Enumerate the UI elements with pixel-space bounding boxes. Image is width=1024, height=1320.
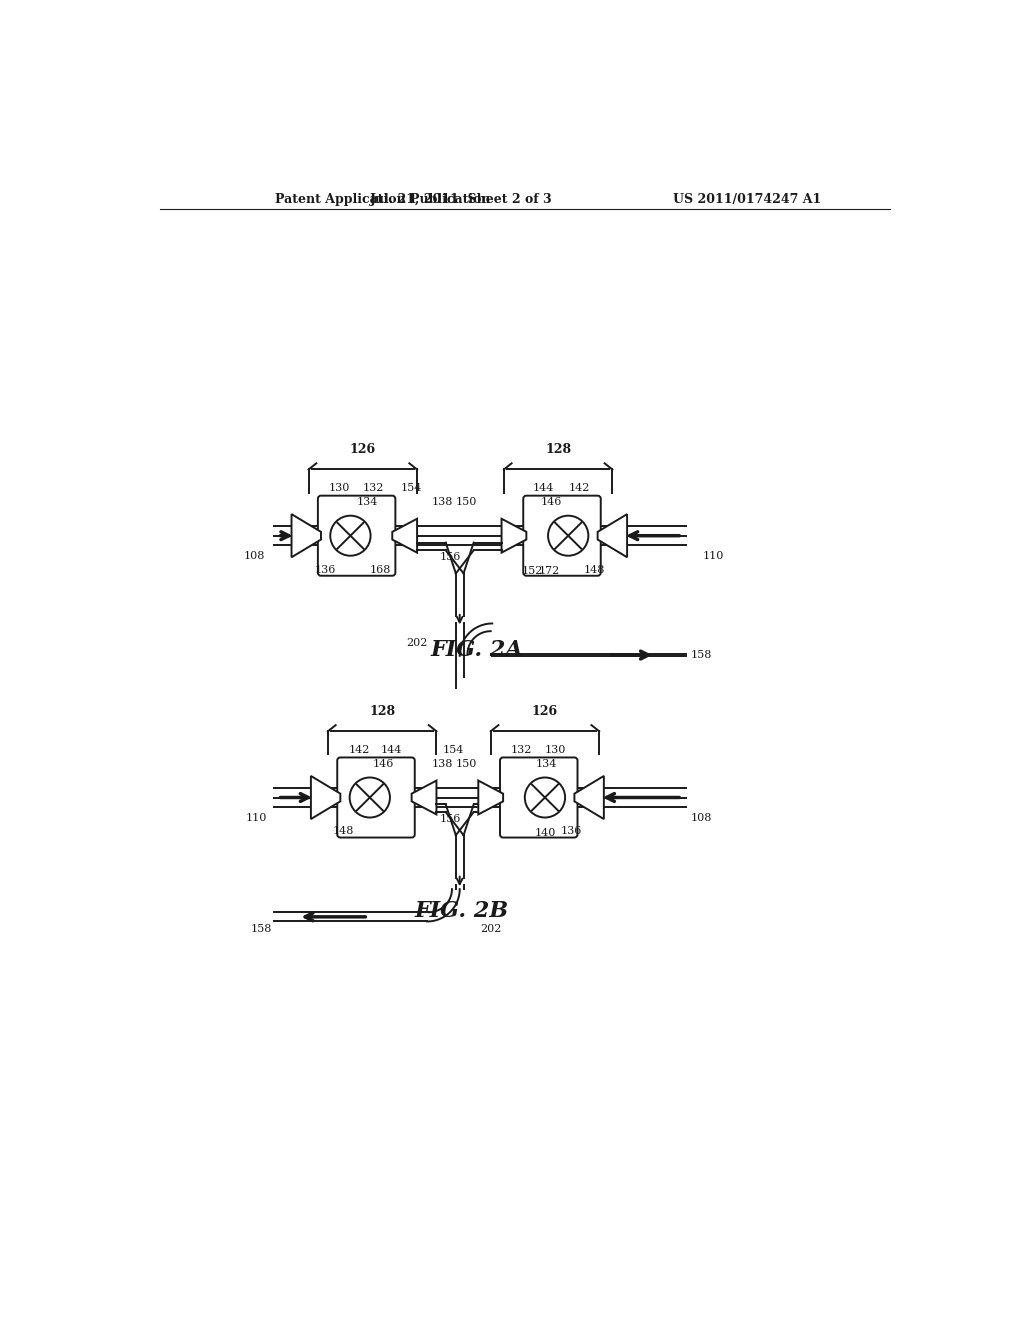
Circle shape <box>331 516 371 556</box>
Text: 144: 144 <box>381 744 402 755</box>
Text: 150: 150 <box>456 496 476 507</box>
Text: 134: 134 <box>536 759 557 768</box>
Text: 134: 134 <box>356 496 378 507</box>
Text: 136: 136 <box>560 826 582 837</box>
Text: 136: 136 <box>315 565 336 574</box>
Polygon shape <box>598 515 627 557</box>
Text: Jul. 21, 2011  Sheet 2 of 3: Jul. 21, 2011 Sheet 2 of 3 <box>370 193 553 206</box>
Text: 168: 168 <box>370 565 390 574</box>
Text: 108: 108 <box>244 550 265 561</box>
Text: 172: 172 <box>539 566 560 576</box>
Text: 154: 154 <box>442 744 464 755</box>
Circle shape <box>349 777 390 817</box>
Text: FIG. 2A: FIG. 2A <box>431 639 523 661</box>
Text: 110: 110 <box>703 550 724 561</box>
Text: Patent Application Publication: Patent Application Publication <box>274 193 490 206</box>
Text: 142: 142 <box>568 483 590 492</box>
FancyBboxPatch shape <box>337 758 415 837</box>
Text: 138: 138 <box>432 496 454 507</box>
Polygon shape <box>502 519 526 553</box>
Text: 110: 110 <box>246 813 267 822</box>
Text: 156: 156 <box>439 814 461 824</box>
Text: 202: 202 <box>407 638 428 648</box>
FancyBboxPatch shape <box>500 758 578 837</box>
Text: 128: 128 <box>369 705 395 718</box>
Polygon shape <box>292 515 321 557</box>
Text: 158: 158 <box>691 649 712 660</box>
FancyBboxPatch shape <box>317 496 395 576</box>
Text: 150: 150 <box>456 759 476 768</box>
Text: 154: 154 <box>401 483 422 492</box>
Text: 144: 144 <box>532 483 554 492</box>
Text: 128: 128 <box>545 444 571 455</box>
Polygon shape <box>392 519 417 553</box>
Circle shape <box>525 777 565 817</box>
Text: 130: 130 <box>545 744 566 755</box>
Text: 132: 132 <box>362 483 384 492</box>
FancyBboxPatch shape <box>321 499 392 573</box>
Text: 140: 140 <box>535 828 556 838</box>
Polygon shape <box>574 776 604 818</box>
Text: 138: 138 <box>432 759 454 768</box>
Polygon shape <box>478 780 503 814</box>
Text: 142: 142 <box>348 744 370 755</box>
Text: 156: 156 <box>439 552 461 562</box>
Text: 108: 108 <box>691 813 712 822</box>
FancyBboxPatch shape <box>523 496 601 576</box>
Text: 146: 146 <box>373 759 394 768</box>
Text: 148: 148 <box>584 565 605 574</box>
Text: 202: 202 <box>480 924 502 935</box>
Polygon shape <box>412 780 436 814</box>
Text: FIG. 2B: FIG. 2B <box>415 900 508 923</box>
Circle shape <box>548 516 589 556</box>
Text: 146: 146 <box>541 496 562 507</box>
Polygon shape <box>311 776 340 818</box>
Text: US 2011/0174247 A1: US 2011/0174247 A1 <box>673 193 821 206</box>
Text: 130: 130 <box>329 483 350 492</box>
Text: 132: 132 <box>511 744 532 755</box>
FancyBboxPatch shape <box>526 499 598 573</box>
Text: 126: 126 <box>350 444 376 455</box>
Text: 152: 152 <box>522 566 544 576</box>
Text: 126: 126 <box>531 705 558 718</box>
Text: 148: 148 <box>333 826 354 837</box>
Text: 158: 158 <box>251 924 272 935</box>
